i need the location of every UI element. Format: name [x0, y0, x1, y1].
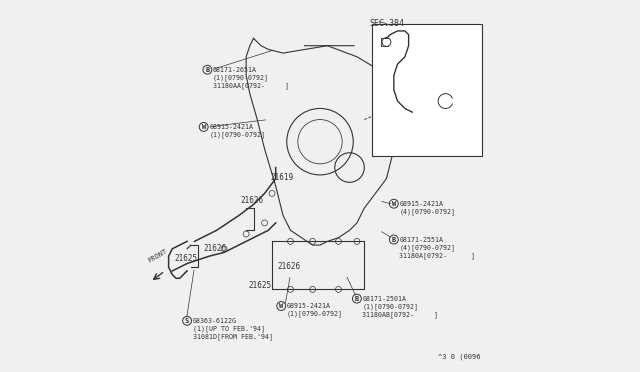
- Text: (4)[0790-0792]: (4)[0790-0792]: [399, 244, 456, 251]
- Text: 31180AA[0792-     ]: 31180AA[0792- ]: [213, 83, 289, 89]
- Text: (1)[0790-0792]: (1)[0790-0792]: [287, 311, 343, 317]
- Text: 21626: 21626: [241, 196, 264, 205]
- Text: 08171-2551A: 08171-2551A: [399, 237, 444, 243]
- Text: 08915-2421A: 08915-2421A: [209, 124, 253, 130]
- Text: B: B: [355, 296, 359, 302]
- Text: B: B: [392, 237, 396, 243]
- Text: 21626: 21626: [204, 244, 227, 253]
- Text: FRONT: FRONT: [147, 248, 168, 263]
- Text: W: W: [392, 201, 396, 207]
- Text: 08363-6122G: 08363-6122G: [193, 318, 237, 324]
- Text: S: S: [185, 318, 189, 324]
- Text: 08915-2421A: 08915-2421A: [287, 303, 331, 309]
- Text: 21626: 21626: [278, 262, 301, 271]
- Text: 21619: 21619: [270, 173, 293, 182]
- FancyBboxPatch shape: [372, 23, 483, 157]
- Text: 31180AB[0792-     ]: 31180AB[0792- ]: [362, 311, 438, 318]
- Text: ^3 0 (0096: ^3 0 (0096: [438, 353, 481, 359]
- Text: (4)[0790-0792]: (4)[0790-0792]: [399, 208, 456, 215]
- Text: 08915-2421A: 08915-2421A: [399, 201, 444, 207]
- Text: (1)[0790-0792]: (1)[0790-0792]: [209, 132, 265, 138]
- Text: SEC.384: SEC.384: [370, 19, 405, 28]
- Text: 08171-2651A: 08171-2651A: [213, 67, 257, 73]
- Text: (1)[UP TO FEB.'94]: (1)[UP TO FEB.'94]: [193, 326, 264, 332]
- Text: W: W: [279, 303, 284, 309]
- Text: 31180A[0792-      ]: 31180A[0792- ]: [399, 253, 476, 259]
- Text: 21625: 21625: [174, 254, 197, 263]
- Text: 08171-2501A: 08171-2501A: [362, 296, 406, 302]
- Text: (1)[0790-0792]: (1)[0790-0792]: [362, 303, 419, 310]
- Text: 21625: 21625: [248, 280, 271, 289]
- Text: W: W: [202, 124, 206, 130]
- Text: (1)[0790-0792]: (1)[0790-0792]: [213, 74, 269, 81]
- Text: 31081D[FROM FEB.'94]: 31081D[FROM FEB.'94]: [193, 334, 273, 340]
- Text: B: B: [205, 67, 209, 73]
